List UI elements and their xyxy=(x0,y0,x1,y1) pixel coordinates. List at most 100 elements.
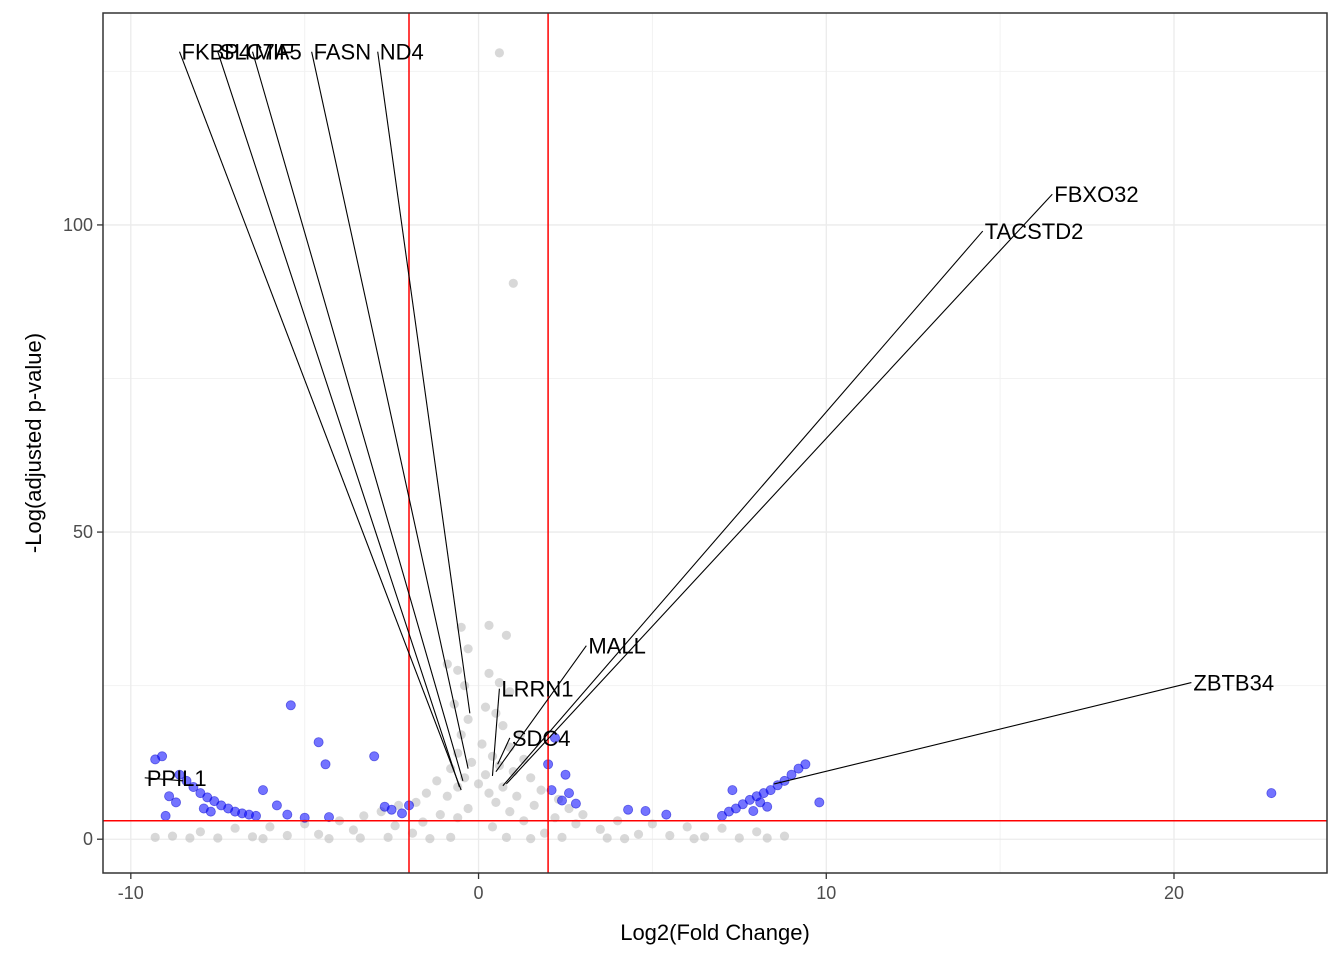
gene-label: SDC4 xyxy=(512,726,571,751)
point xyxy=(515,730,525,740)
gene-label: PPIL1 xyxy=(147,766,207,791)
point xyxy=(477,739,487,749)
point xyxy=(571,819,581,829)
gene-label: FASN xyxy=(314,40,371,65)
point xyxy=(734,833,744,843)
significant-point xyxy=(157,751,168,762)
significant-point xyxy=(285,700,296,711)
point xyxy=(230,823,240,833)
point xyxy=(473,779,484,789)
significant-point xyxy=(762,801,773,812)
significant-point xyxy=(557,795,568,806)
significant-point xyxy=(661,809,672,820)
plot-panel xyxy=(103,13,1327,873)
point xyxy=(213,833,223,843)
label-connector xyxy=(505,193,1053,785)
label-connector xyxy=(497,737,511,765)
point xyxy=(314,829,324,839)
significant-point xyxy=(369,751,380,762)
point xyxy=(529,800,539,811)
point xyxy=(519,754,529,765)
point xyxy=(498,721,508,731)
point xyxy=(355,833,365,843)
point xyxy=(557,832,567,843)
plot-border xyxy=(102,12,1328,874)
x-axis-title: Log2(Fold Change) xyxy=(620,920,810,945)
point xyxy=(536,785,546,795)
label-connector xyxy=(377,51,471,714)
point xyxy=(508,767,518,777)
point xyxy=(421,788,431,798)
point xyxy=(595,824,605,835)
point xyxy=(647,819,658,829)
point xyxy=(484,668,494,679)
significant-point xyxy=(765,785,776,796)
significant-point xyxy=(560,769,571,780)
significant-point xyxy=(188,782,199,793)
significant-point xyxy=(748,806,759,817)
point xyxy=(487,751,498,761)
point xyxy=(480,770,491,780)
point xyxy=(435,810,445,820)
label-connector xyxy=(217,51,460,788)
y-tick-label: 100 xyxy=(63,215,93,235)
point xyxy=(717,823,727,833)
significant-point xyxy=(546,785,557,796)
significant-point xyxy=(282,809,293,820)
y-tick-label: 50 xyxy=(73,522,93,542)
point xyxy=(463,803,473,814)
point xyxy=(665,830,675,841)
point xyxy=(432,776,442,786)
point xyxy=(418,817,428,827)
point xyxy=(282,830,292,841)
gridlines xyxy=(103,13,1327,873)
significant-point xyxy=(800,759,811,770)
point xyxy=(491,708,501,718)
gene-label: ZBTB34 xyxy=(1193,671,1274,696)
point xyxy=(359,811,369,821)
point xyxy=(501,832,511,843)
significant-point xyxy=(205,806,216,817)
point xyxy=(682,822,692,832)
gene-label: TACSTD2 xyxy=(985,219,1084,244)
significant-point xyxy=(386,804,397,815)
gene-label: FBXO32 xyxy=(1054,182,1138,207)
point xyxy=(700,832,710,842)
label-connector xyxy=(144,777,184,782)
point xyxy=(633,829,644,839)
significant-point xyxy=(727,785,738,796)
point xyxy=(689,834,699,844)
significant-point xyxy=(164,791,175,802)
point xyxy=(487,822,498,832)
gene-label: MALL xyxy=(588,634,645,659)
point xyxy=(247,832,258,842)
significant-point xyxy=(250,810,261,821)
significant-point xyxy=(299,812,310,823)
x-tick-label: 0 xyxy=(474,883,484,903)
point xyxy=(498,782,508,792)
point xyxy=(508,278,518,288)
gene-label: MIF xyxy=(255,40,293,65)
point xyxy=(752,827,762,837)
point xyxy=(456,622,466,632)
point xyxy=(526,773,536,783)
point xyxy=(501,630,511,640)
point xyxy=(540,828,550,838)
label-connector xyxy=(495,645,587,772)
label-connector xyxy=(178,51,462,791)
significant-point xyxy=(271,800,282,811)
gene-label: ND4 xyxy=(380,40,424,65)
significant-point xyxy=(564,788,575,799)
point xyxy=(602,833,612,843)
point xyxy=(505,687,515,697)
significant-point xyxy=(170,797,181,808)
point xyxy=(453,665,463,675)
y-tick-label: 0 xyxy=(83,829,93,849)
point xyxy=(150,832,160,843)
significant-point xyxy=(320,759,331,770)
point xyxy=(258,834,268,844)
gene-label: FKBP4 xyxy=(182,40,252,65)
point xyxy=(484,620,494,631)
point xyxy=(446,832,456,843)
